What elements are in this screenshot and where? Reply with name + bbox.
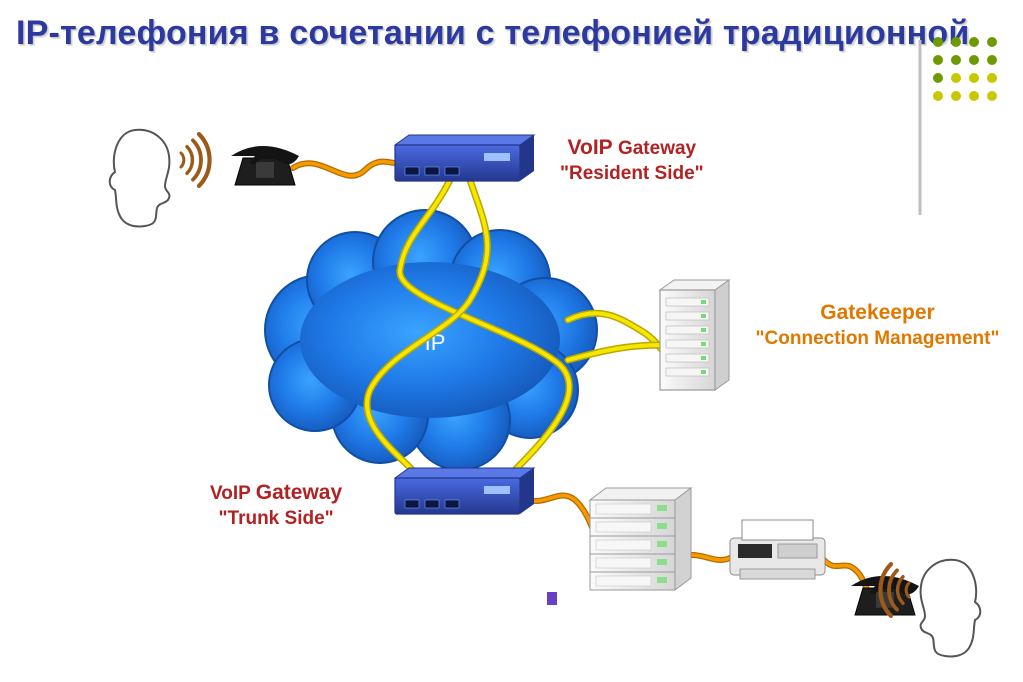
ip-cloud: IP [265,210,597,470]
fax-machine [730,520,825,579]
label-gateway-trunk: VoIP Gateway "Trunk Side" [210,480,342,531]
voip-gateway-trunk [395,468,534,514]
voip-gateway-resident [395,135,534,181]
phone-right [851,576,919,615]
cables-orange [293,162,870,598]
pbx-stack [590,488,691,590]
label-gatekeeper: Gatekeeper "Connection Management" [735,300,1020,351]
phone-left [231,146,299,185]
caller-left [110,130,210,227]
gatekeeper-server [660,280,729,390]
caller-right [880,560,980,657]
ip-cloud-label: IP [425,330,446,355]
decor-accent [547,592,557,605]
slide-title: IP-телефония в сочетании с телефонией тр… [16,12,969,55]
label-gateway-resident: VoIP Gateway "Resident Side" [560,135,704,186]
cables-yellow [367,180,662,478]
